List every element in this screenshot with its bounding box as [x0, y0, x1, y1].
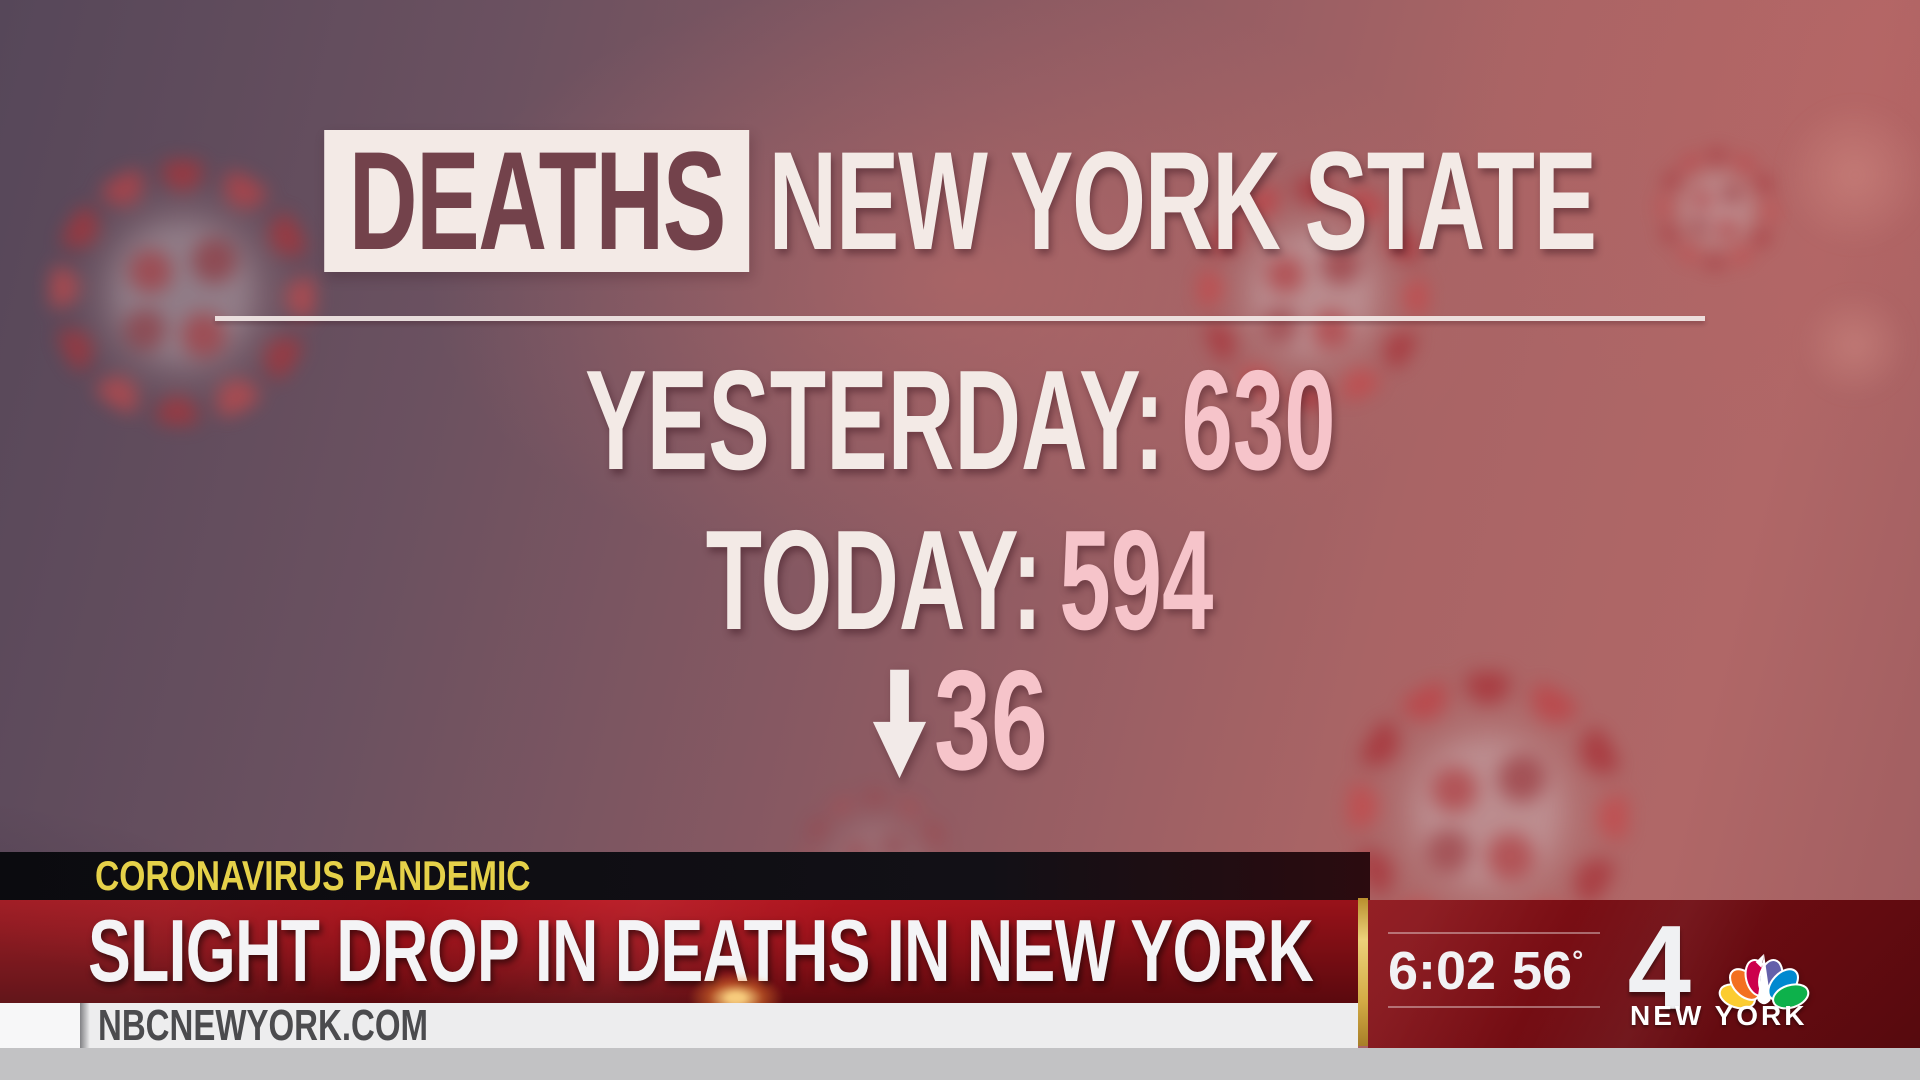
region-label: NEW YORK STATE: [768, 122, 1597, 279]
station-name: NEW YORK: [1630, 1000, 1808, 1031]
temperature-display: 56°: [1512, 936, 1583, 1006]
info-panel-rule: [1388, 932, 1600, 934]
stat-label: TODAY:: [706, 501, 1043, 660]
channel-number: 4: [1627, 901, 1692, 1035]
kicker-bar: CORONAVIRUS PANDEMIC: [0, 852, 1370, 900]
time-display: 6:02: [1388, 941, 1497, 1001]
degree-symbol: °: [1572, 945, 1584, 976]
stat-value: 594: [1059, 501, 1214, 660]
stat-label: YESTERDAY:: [584, 341, 1165, 500]
stat-value: 630: [1181, 341, 1336, 500]
temperature-value: 56: [1512, 941, 1573, 1001]
url-bar-left-cap: [0, 1003, 80, 1048]
info-panel: [1368, 900, 1920, 1048]
change-value: 36: [934, 641, 1048, 800]
info-panel-rule: [1388, 1006, 1600, 1008]
down-arrow-icon: [872, 669, 927, 779]
stat-row-today: TODAY: 594: [0, 506, 1920, 656]
gold-divider: [1358, 898, 1368, 1046]
title-divider: [215, 316, 1705, 321]
stats-title-row: DEATHS NEW YORK STATE: [307, 122, 1613, 279]
url-bar-divider: [80, 1003, 90, 1048]
nbc-peacock-icon: [1718, 953, 1810, 1010]
url-bar: [0, 1003, 1358, 1048]
bokeh-highlight: [1800, 290, 1910, 400]
deaths-category-box: DEATHS: [324, 122, 750, 279]
stat-row-yesterday: YESTERDAY: 630: [0, 346, 1920, 496]
headline-bar: SLIGHT DROP IN DEATHS IN NEW YORK: [0, 900, 1358, 1003]
virus-particle: [50, 160, 315, 425]
virus-particle: [1198, 178, 1428, 408]
change-row: 36: [0, 646, 1920, 796]
virus-particle: [1658, 150, 1776, 268]
url-text: NBCNEWYORK.COM: [98, 1001, 428, 1050]
bokeh-highlight: [1780, 100, 1920, 250]
bottom-gray-bar: [0, 1048, 1920, 1080]
kicker-label: CORONAVIRUS PANDEMIC: [95, 852, 531, 899]
deaths-category-label: DEATHS: [348, 122, 727, 279]
